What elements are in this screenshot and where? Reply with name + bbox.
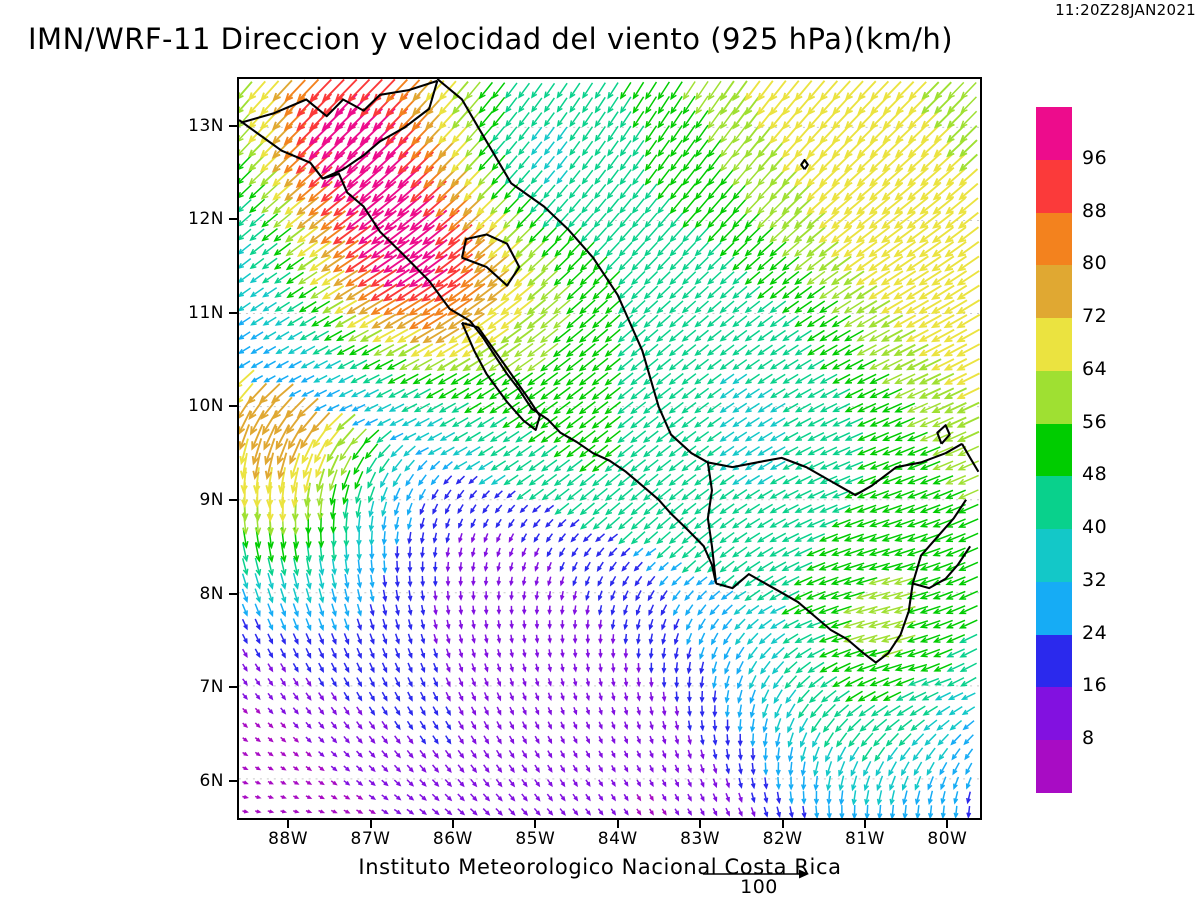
lon-tick-label-87w: 87W bbox=[350, 829, 391, 849]
colorbar-band bbox=[1036, 318, 1072, 371]
lon-tick bbox=[451, 820, 454, 828]
colorbar-band bbox=[1036, 740, 1072, 793]
reference-vector-arrow bbox=[703, 869, 809, 879]
lon-tick bbox=[616, 820, 619, 828]
colorbar-band bbox=[1036, 581, 1072, 635]
colorbar-band bbox=[1036, 634, 1072, 688]
wind-speed-colorbar bbox=[1036, 107, 1072, 793]
colorbar-label-88: 88 bbox=[1082, 199, 1108, 222]
lon-tick-label-80w: 80W bbox=[927, 829, 968, 849]
colorbar-label-96: 96 bbox=[1082, 146, 1108, 169]
lat-tick-label-9n: 9N bbox=[199, 489, 224, 510]
colorbar-label-32: 32 bbox=[1082, 568, 1108, 591]
lat-tick-label-8n: 8N bbox=[199, 583, 224, 604]
lon-tick bbox=[781, 820, 784, 828]
wind-vector-field bbox=[239, 79, 980, 818]
lon-tick bbox=[369, 820, 372, 828]
lon-tick bbox=[534, 820, 537, 828]
colorbar-label-72: 72 bbox=[1082, 305, 1108, 328]
lat-tick bbox=[229, 405, 237, 408]
lon-tick-label-83w: 83W bbox=[680, 829, 721, 849]
wind-map-plot[interactable] bbox=[237, 77, 982, 820]
colorbar-band bbox=[1036, 212, 1072, 266]
colorbar-label-24: 24 bbox=[1082, 621, 1108, 644]
colorbar-band bbox=[1036, 159, 1072, 213]
lat-tick bbox=[229, 592, 237, 595]
reference-vector-label: 100 bbox=[740, 876, 778, 898]
lon-tick bbox=[863, 820, 866, 828]
lat-tick bbox=[229, 124, 237, 127]
colorbar-label-80: 80 bbox=[1082, 252, 1108, 275]
footer-caption: Instituto Meteorologico Nacional Costa R… bbox=[358, 855, 842, 879]
lon-tick bbox=[946, 820, 949, 828]
lon-tick-label-81w: 81W bbox=[844, 829, 885, 849]
colorbar-label-40: 40 bbox=[1082, 516, 1108, 539]
lon-tick-label-85w: 85W bbox=[515, 829, 556, 849]
lat-tick-label-7n: 7N bbox=[199, 677, 224, 698]
colorbar-label-56: 56 bbox=[1082, 410, 1108, 433]
lon-tick-label-88w: 88W bbox=[268, 829, 309, 849]
colorbar-band bbox=[1036, 423, 1072, 477]
timestamp-label: 11:20Z28JAN2021 bbox=[1055, 1, 1196, 19]
colorbar-band bbox=[1036, 529, 1072, 582]
colorbar-band bbox=[1036, 265, 1072, 319]
lon-tick-label-86w: 86W bbox=[432, 829, 473, 849]
colorbar-label-64: 64 bbox=[1082, 357, 1108, 380]
page-title: IMN/WRF-11 Direccion y velocidad del vie… bbox=[28, 22, 954, 56]
lat-tick-label-11n: 11N bbox=[188, 302, 224, 323]
colorbar-label-8: 8 bbox=[1082, 727, 1095, 750]
lon-tick bbox=[699, 820, 702, 828]
lat-tick-label-13n: 13N bbox=[188, 115, 224, 136]
lat-tick bbox=[229, 218, 237, 221]
lon-tick bbox=[287, 820, 290, 828]
lat-tick-label-6n: 6N bbox=[199, 770, 224, 791]
colorbar-band bbox=[1036, 687, 1072, 741]
colorbar-label-16: 16 bbox=[1082, 674, 1108, 697]
lat-tick bbox=[229, 311, 237, 314]
lat-tick-label-12n: 12N bbox=[188, 209, 224, 230]
colorbar-label-48: 48 bbox=[1082, 463, 1108, 486]
lon-tick-label-82w: 82W bbox=[762, 829, 803, 849]
colorbar-band bbox=[1036, 107, 1072, 160]
lon-tick-label-84w: 84W bbox=[597, 829, 638, 849]
lat-tick bbox=[229, 686, 237, 689]
lat-tick bbox=[229, 498, 237, 501]
lat-tick-label-10n: 10N bbox=[188, 396, 224, 417]
colorbar-band bbox=[1036, 476, 1072, 530]
lat-tick bbox=[229, 779, 237, 782]
colorbar-band bbox=[1036, 370, 1072, 424]
